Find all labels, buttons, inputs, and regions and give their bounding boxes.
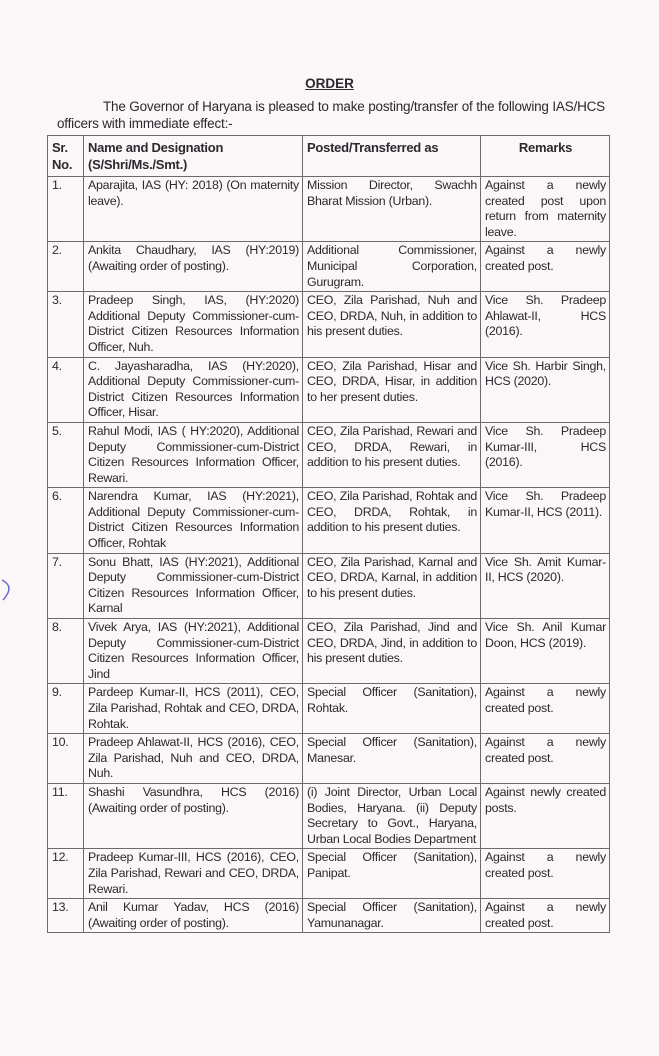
posted-cell: CEO, Zila Parishad, Nuh and CEO, DRDA, N…: [302, 291, 481, 358]
posted-cell: CEO, Zila Parishad, Karnal and CEO, DRDA…: [302, 552, 481, 620]
name-cell: Aparajita, IAS (HY: 2018) (On maternity …: [83, 175, 303, 243]
remarks-cell: Vice Sh. Harbir Singh, HCS (2020).: [480, 356, 610, 423]
table-row: 8. Vivek Arya, IAS (HY:2021), Additional …: [47, 618, 610, 685]
remarks-cell: Vice Sh. Anil Kumar Doon, HCS (2019).: [480, 618, 610, 685]
header-posted: Posted/Transferred as: [302, 135, 481, 177]
name-cell: Pradeep Kumar-III, HCS (2016), CEO, Zila…: [83, 848, 303, 900]
posted-cell: Additional Commissioner, Municipal Corpo…: [302, 241, 481, 293]
name-cell: Anil Kumar Yadav, HCS (2016) (Awaiting o…: [83, 898, 303, 934]
table-row: 4. C. Jayasharadha, IAS (HY:2020), Additi…: [47, 356, 610, 423]
name-cell: Vivek Arya, IAS (HY:2021), Additional De…: [83, 618, 303, 685]
name-cell: C. Jayasharadha, IAS (HY:2020), Addition…: [83, 356, 303, 423]
posted-cell: Special Officer (Sanitation), Manesar.: [302, 733, 481, 784]
table-header: Sr. No. Name and Designation (S/Shri/Ms.…: [47, 135, 610, 177]
table-row: 1. Aparajita, IAS (HY: 2018) (On maternit…: [47, 175, 610, 243]
table-row: 13. Anil Kumar Yadav, HCS (2016) (Awaitin…: [47, 898, 610, 934]
posted-cell: Special Officer (Sanitation), Yamunanaga…: [302, 898, 481, 934]
name-cell: Shashi Vasundhra, HCS (2016) (Awaiting o…: [83, 782, 303, 850]
sr-cell: 9.: [47, 683, 84, 735]
sr-cell: 4.: [47, 356, 84, 423]
name-cell: Ankita Chaudhary, IAS (HY:2019) (Awaitin…: [83, 241, 303, 293]
table-row: 5. Rahul Modi, IAS ( HY:2020), Additional…: [47, 421, 610, 489]
table-row: 10. Pradeep Ahlawat-II, HCS (2016), CEO, …: [47, 733, 610, 784]
header-sr: Sr. No.: [47, 135, 84, 177]
remarks-cell: Against a newly created post.: [480, 898, 610, 934]
sr-cell: 3.: [47, 291, 84, 358]
table-row: 7. Sonu Bhatt, IAS (HY:2021), Additional …: [47, 552, 610, 620]
sr-cell: 13.: [47, 898, 84, 934]
remarks-cell: Against a newly created post.: [480, 733, 610, 784]
table-row: 11. Shashi Vasundhra, HCS (2016) (Awaitin…: [47, 782, 610, 850]
sr-cell: 2.: [47, 241, 84, 293]
sr-cell: 8.: [47, 618, 84, 685]
name-cell: Pradeep Singh, IAS, (HY:2020) Additional…: [83, 291, 303, 358]
posted-cell: CEO, Zila Parishad, Rewari and CEO, DRDA…: [302, 421, 481, 489]
posted-cell: CEO, Zila Parishad, Hisar and CEO, DRDA,…: [302, 356, 481, 423]
order-title: ORDER: [305, 76, 354, 91]
remarks-cell: Against newly created posts.: [480, 782, 610, 850]
sr-cell: 7.: [47, 552, 84, 620]
table-row: 9. Pardeep Kumar-II, HCS (2011), CEO, Zil…: [47, 683, 610, 735]
table-row: 2. Ankita Chaudhary, IAS (HY:2019) (Await…: [47, 241, 610, 293]
sr-cell: 6.: [47, 487, 84, 554]
sr-cell: 10.: [47, 733, 84, 784]
table-row: 12. Pradeep Kumar-III, HCS (2016), CEO, Z…: [47, 848, 610, 900]
posted-cell: Special Officer (Sanitation), Rohtak.: [302, 683, 481, 735]
header-name: Name and Designation (S/Shri/Ms./Smt.): [83, 135, 303, 177]
remarks-cell: Vice Sh. Pradeep Kumar-III, HCS (2016).: [480, 421, 610, 489]
posted-cell: CEO, Zila Parishad, Rohtak and CEO, DRDA…: [302, 487, 481, 554]
table-row: 6. Narendra Kumar, IAS (HY:2021), Additio…: [47, 487, 610, 554]
header-remarks: Remarks: [480, 135, 610, 177]
intro-paragraph: The Governor of Haryana is pleased to ma…: [57, 99, 605, 131]
remarks-cell: Vice Sh. Amit Kumar-II, HCS (2020).: [480, 552, 610, 620]
sr-cell: 11.: [47, 782, 84, 850]
remarks-cell: Against a newly created post.: [480, 683, 610, 735]
pen-mark: [1, 579, 10, 601]
sr-cell: 12.: [47, 848, 84, 900]
remarks-cell: Against a newly created post upon return…: [480, 175, 610, 243]
table-row: 3. Pradeep Singh, IAS, (HY:2020) Addition…: [47, 291, 610, 358]
remarks-cell: Against a newly created post.: [480, 848, 610, 900]
sr-cell: 1.: [47, 175, 84, 243]
name-cell: Pardeep Kumar-II, HCS (2011), CEO, Zila …: [83, 683, 303, 735]
name-cell: Pradeep Ahlawat-II, HCS (2016), CEO, Zil…: [83, 733, 303, 784]
name-cell: Narendra Kumar, IAS (HY:2021), Additiona…: [83, 487, 303, 554]
remarks-cell: Vice Sh. Pradeep Kumar-II, HCS (2011).: [480, 487, 610, 554]
posted-cell: CEO, Zila Parishad, Jind and CEO, DRDA, …: [302, 618, 481, 685]
name-cell: Sonu Bhatt, IAS (HY:2021), Additional De…: [83, 552, 303, 620]
remarks-cell: Vice Sh. Pradeep Ahlawat-II, HCS (2016).: [480, 291, 610, 358]
posted-cell: (i) Joint Director, Urban Local Bodies, …: [302, 782, 481, 850]
posted-cell: Mission Director, Swachh Bharat Mission …: [302, 175, 481, 243]
postings-table: Sr. No. Name and Designation (S/Shri/Ms.…: [47, 135, 610, 934]
sr-cell: 5.: [47, 421, 84, 489]
remarks-cell: Against a newly created post.: [480, 241, 610, 293]
name-cell: Rahul Modi, IAS ( HY:2020), Additional D…: [83, 421, 303, 489]
posted-cell: Special Officer (Sanitation), Panipat.: [302, 848, 481, 900]
